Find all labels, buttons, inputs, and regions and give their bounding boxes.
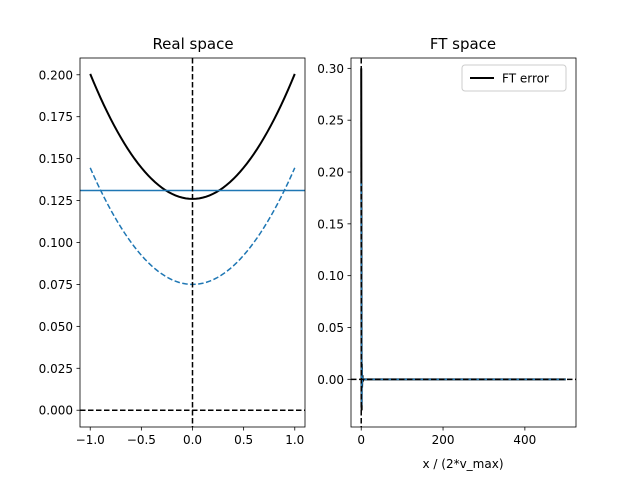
ft-space-y-tick-label: 0.25 (317, 114, 344, 128)
ft-space-series-group (351, 58, 576, 427)
ft-space-series-line-1 (360, 182, 566, 406)
real-space-y-tick-label: 0.075 (39, 278, 73, 292)
ft-space-y-tick-label: 0.10 (317, 269, 344, 283)
ft-space-series-line-0 (360, 68, 566, 411)
real-space-y-tick-label: 0.200 (39, 68, 73, 82)
ft-space-y-tick-label: 0.15 (317, 217, 344, 231)
real-space-y-tick-label: 0.150 (39, 152, 73, 166)
ft-space-plot-area: 0 200 400 0.00 0.05 0.10 0.15 0.20 0.25 0.30 FT er… (317, 57, 577, 447)
ft-space-x-tick-label: 400 (513, 433, 536, 447)
real-space-x-tick-label: −1.0 (76, 433, 105, 447)
ft-space-x-axis-label: x / (2*v_max) (422, 457, 503, 471)
ft-space-x-tick-label: 0 (357, 433, 365, 447)
real-space-y-tick-label: 0.125 (39, 194, 73, 208)
ft-space-y-tick-label: 0.30 (317, 62, 344, 76)
real-space-x-tick-label: −0.5 (127, 433, 156, 447)
real-space-x-tick-label: 0.0 (183, 433, 202, 447)
ft-space-panel: FT space x / (2*v_max) 0 200 400 0.00 0.05 0.… (317, 35, 577, 471)
ft-space-x-tick-label: 200 (432, 433, 455, 447)
ft-space-y-tick-label: 0.00 (317, 373, 344, 387)
real-space-plot-area: −1.0 −0.5 0.0 0.5 1.0 0.000 0.025 0.050 0.075 0.1… (39, 57, 306, 447)
ft-space-legend-box (461, 64, 567, 92)
ft-space-y-tick-label: 0.05 (317, 321, 344, 335)
real-space-title: Real space (152, 35, 233, 53)
real-space-panel: Real space −1.0 −0.5 0.0 0.5 1.0 0.000 0.025 0.… (39, 35, 306, 447)
ft-space-y-tick-label: 0.20 (317, 166, 344, 180)
ft-space-title: FT space (430, 35, 496, 53)
real-space-y-tick-label: 0.000 (39, 404, 73, 418)
real-space-series-group (80, 58, 305, 427)
real-space-y-tick-label: 0.100 (39, 236, 73, 250)
real-space-y-tick-label: 0.175 (39, 110, 73, 124)
real-space-x-tick-label: 1.0 (285, 433, 304, 447)
real-space-y-tick-label: 0.025 (39, 362, 73, 376)
real-space-x-tick-label: 0.5 (234, 433, 253, 447)
real-space-y-tick-label: 0.050 (39, 320, 73, 334)
ft-space-legend: FT error (461, 64, 567, 92)
ft-space-axes-frame (350, 57, 577, 428)
ft-space-legend-label: FT error (502, 72, 549, 86)
